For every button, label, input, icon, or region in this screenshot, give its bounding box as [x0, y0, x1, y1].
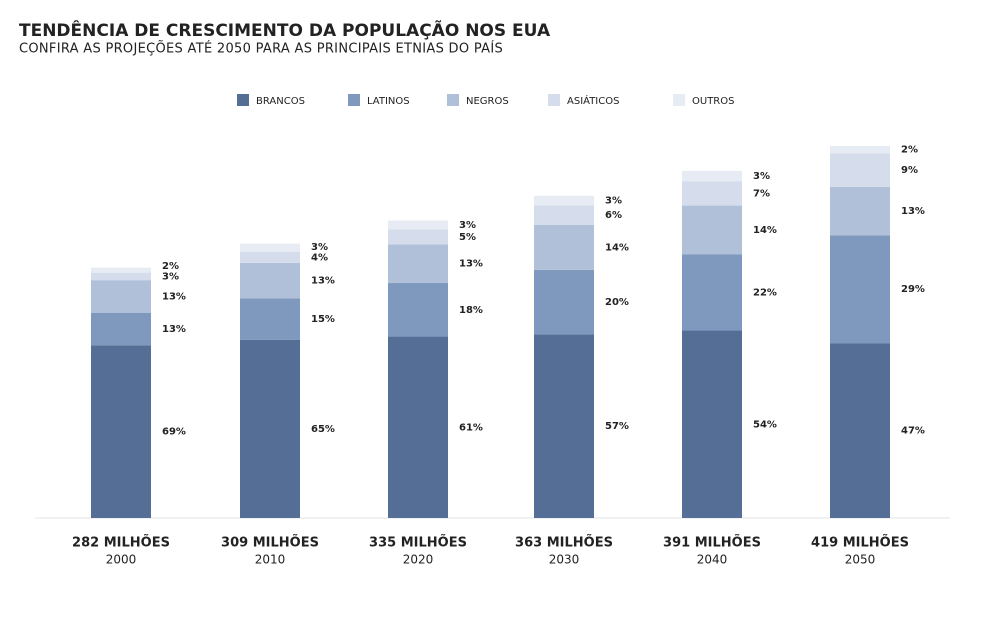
bar-segment — [240, 298, 300, 340]
total-label: 391 MILHÕES — [663, 535, 761, 551]
bar-segment — [240, 339, 300, 518]
value-label: 13% — [311, 276, 335, 287]
legend-label: OUTROS — [692, 96, 734, 107]
bar-segment — [682, 205, 742, 255]
value-label: 3% — [459, 220, 476, 231]
value-label: 2% — [162, 261, 179, 272]
bar-segment — [388, 336, 448, 518]
bar-segment — [91, 267, 151, 273]
bar-segment — [682, 330, 742, 518]
total-label: 309 MILHÕES — [221, 535, 319, 551]
legend-swatch — [447, 94, 459, 106]
legend-swatch — [237, 94, 249, 106]
legend-label: NEGROS — [466, 96, 509, 107]
legend-label: LATINOS — [367, 96, 410, 107]
value-label: 57% — [605, 421, 629, 432]
chart-title: TENDÊNCIA DE CRESCIMENTO DA POPULAÇÃO NO… — [19, 18, 551, 41]
value-label: 18% — [459, 305, 483, 316]
bar-segment — [388, 229, 448, 245]
bar-segment — [91, 280, 151, 313]
bar-segment — [830, 146, 890, 154]
value-label: 54% — [753, 419, 777, 430]
total-label: 363 MILHÕES — [515, 535, 613, 551]
x-tick-label: 2020 — [403, 553, 434, 567]
bar-segment — [682, 254, 742, 331]
bar-segment — [830, 343, 890, 518]
value-label: 22% — [753, 287, 777, 298]
bar-segment — [830, 235, 890, 344]
value-label: 3% — [162, 271, 179, 282]
value-label: 20% — [605, 297, 629, 308]
value-label: 9% — [901, 165, 918, 176]
chart-subtitle: CONFIRA AS PROJEÇÕES ATÉ 2050 PARA AS PR… — [19, 41, 503, 57]
x-tick-label: 2050 — [845, 553, 876, 567]
total-label: 282 MILHÕES — [72, 535, 170, 551]
bar-segment — [240, 251, 300, 263]
bar-segment — [830, 186, 890, 236]
value-label: 3% — [605, 196, 622, 207]
legend-label: BRANCOS — [256, 96, 305, 107]
value-label: 7% — [753, 188, 770, 199]
value-label: 13% — [162, 324, 186, 335]
value-label: 15% — [311, 314, 335, 325]
bar-segment — [534, 195, 594, 206]
value-label: 5% — [459, 232, 476, 243]
bar-segment — [388, 244, 448, 284]
value-label: 13% — [459, 259, 483, 270]
bar-segment — [682, 170, 742, 182]
bar-segment — [388, 283, 448, 337]
x-tick-label: 2030 — [549, 553, 580, 567]
value-label: 14% — [753, 225, 777, 236]
value-label: 47% — [901, 426, 925, 437]
value-label: 2% — [901, 145, 918, 156]
legend-swatch — [348, 94, 360, 106]
value-label: 65% — [311, 424, 335, 435]
legend-swatch — [673, 94, 685, 106]
total-label: 335 MILHÕES — [369, 535, 467, 551]
x-tick-label: 2010 — [255, 553, 286, 567]
value-label: 6% — [605, 210, 622, 221]
bar-segment — [682, 181, 742, 206]
bar-segment — [91, 272, 151, 281]
value-label: 4% — [311, 252, 328, 263]
legend-swatch — [548, 94, 560, 106]
bar-segment — [91, 312, 151, 346]
value-label: 3% — [753, 171, 770, 182]
bar-segment — [534, 334, 594, 518]
x-tick-label: 2000 — [106, 553, 137, 567]
bar-segment — [534, 224, 594, 270]
bar-segment — [240, 243, 300, 252]
x-tick-label: 2040 — [697, 553, 728, 567]
value-label: 29% — [901, 284, 925, 295]
bar-segment — [388, 220, 448, 230]
value-label: 3% — [311, 242, 328, 253]
bar-segment — [534, 269, 594, 335]
value-label: 14% — [605, 242, 629, 253]
bar-segment — [534, 205, 594, 225]
legend-label: ASIÁTICOS — [567, 94, 619, 107]
value-label: 13% — [901, 206, 925, 217]
value-label: 69% — [162, 427, 186, 438]
value-label: 13% — [162, 291, 186, 302]
bar-segment — [830, 153, 890, 187]
value-label: 61% — [459, 422, 483, 433]
total-label: 419 MILHÕES — [811, 535, 909, 551]
bar-segment — [240, 262, 300, 299]
bar-segment — [91, 345, 151, 518]
